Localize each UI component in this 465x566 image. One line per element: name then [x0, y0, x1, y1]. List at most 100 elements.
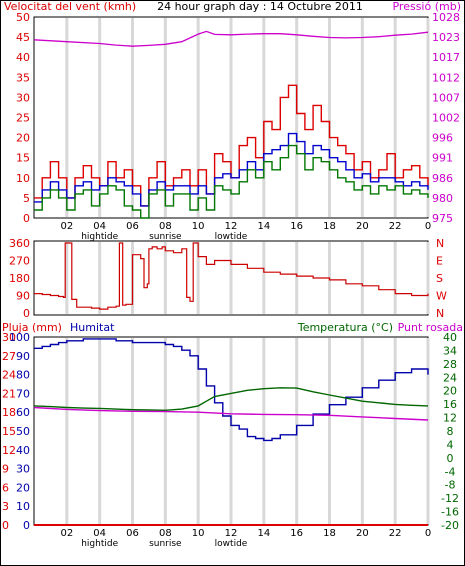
rain-tick-15: 15	[2, 425, 16, 438]
pressure-tick-991: 991	[432, 152, 453, 165]
temp-tick--12: -12	[441, 492, 459, 505]
wind-axis-event-hightide: hightide	[81, 232, 118, 242]
wind-axis-event-sunrise: sunrise	[149, 232, 182, 242]
temp-axis-event-hightide: hightide	[81, 539, 118, 549]
pressure-tick-1028: 1028	[432, 11, 460, 24]
direction-line	[34, 242, 429, 310]
wind-pressure-panel: 0510152025303540455097598098699199610021…	[16, 11, 460, 242]
humidity-tick-50: 50	[16, 425, 30, 438]
humidity-tick-100: 100	[9, 331, 30, 344]
humidity-line	[34, 338, 429, 442]
dir-tick-270: 270	[9, 255, 30, 268]
humidity-tick-90: 90	[16, 350, 30, 363]
temp-tick-34: 34	[443, 344, 457, 357]
temp-axis-tick-0: 0	[425, 528, 431, 539]
temperature-line	[33, 387, 429, 412]
wind-axis-tick-18: 18	[323, 221, 336, 232]
humidity-tick-0: 0	[23, 519, 30, 532]
temp-tick--16: -16	[441, 506, 459, 519]
temp-axis-tick-20: 20	[356, 528, 369, 539]
pressure-tick-1023: 1023	[432, 31, 460, 44]
wind-tick-0: 0	[23, 212, 30, 225]
temp-tick-24: 24	[443, 371, 457, 384]
wind-tick-40: 40	[16, 51, 30, 64]
humidity-title: Humitat	[70, 321, 115, 334]
pressure-line	[33, 30, 429, 47]
humidity-tick-20: 20	[16, 481, 30, 494]
temperature-title: Temperatura (°C)	[297, 321, 393, 334]
rain-tick-21: 21	[2, 387, 16, 400]
pressure-tick-1002: 1002	[432, 112, 460, 125]
pressure-tick-1007: 1007	[432, 91, 460, 104]
dir-tick-90: 90	[16, 290, 30, 303]
temp-tick-16: 16	[443, 398, 457, 411]
temp-axis-tick-14: 14	[257, 528, 270, 539]
wind-axis-tick-12: 12	[225, 221, 238, 232]
temp-axis-tick-18: 18	[323, 528, 336, 539]
wind_min-line	[34, 144, 429, 219]
wind-axis-tick-02: 02	[60, 221, 73, 232]
wind-axis-tick-04: 04	[93, 221, 106, 232]
graph-title: 24 hour graph day : 14 Octubre 2011	[157, 0, 363, 13]
dir-tick-0: 0	[23, 307, 30, 320]
pressure-title: Pressió (mb)	[392, 0, 461, 13]
pressure-tick-980: 980	[432, 192, 453, 205]
dir-tick-360: 360	[9, 237, 30, 250]
temp-tick-8: 8	[447, 425, 454, 438]
rain-tick-0: 0	[2, 519, 9, 532]
temp-tick-20: 20	[443, 385, 457, 398]
temp-axis-tick-08: 08	[159, 528, 172, 539]
humidity-tick-60: 60	[16, 406, 30, 419]
compass-label-4: N	[436, 237, 444, 250]
wind-tick-10: 10	[16, 172, 30, 185]
dew-point-title: Punt rosada	[398, 321, 463, 334]
rain-humidity-temperature-panel: 0369121518212427300102030405060708090100…	[2, 331, 459, 549]
pressure-tick-986: 986	[432, 172, 453, 185]
wind-axis-tick-20: 20	[356, 221, 369, 232]
wind-tick-35: 35	[16, 71, 30, 84]
rain-tick-30: 30	[2, 331, 16, 344]
temp-axis-tick-06: 06	[126, 528, 139, 539]
pressure-tick-975: 975	[432, 212, 453, 225]
wind-tick-5: 5	[23, 192, 30, 205]
wind-axis-tick-06: 06	[126, 221, 139, 232]
dir-tick-180: 180	[9, 272, 30, 285]
wind-title: Velocitat del vent (kmh)	[4, 0, 136, 13]
temp-tick-4: 4	[447, 438, 454, 451]
temp-axis-tick-04: 04	[93, 528, 106, 539]
temp-tick--20: -20	[441, 519, 459, 532]
wind-axis-tick-22: 22	[389, 221, 402, 232]
pressure-tick-996: 996	[432, 132, 453, 145]
wind-tick-30: 30	[16, 91, 30, 104]
temp-axis-event-sunrise: sunrise	[149, 539, 182, 549]
wind-axis-tick-08: 08	[159, 221, 172, 232]
wind-axis-tick-14: 14	[257, 221, 270, 232]
rain-tick-9: 9	[2, 463, 9, 476]
humidity-tick-80: 80	[16, 369, 30, 382]
humidity-tick-40: 40	[16, 444, 30, 457]
pressure-tick-1012: 1012	[432, 71, 460, 84]
wind-axis-tick-10: 10	[192, 221, 205, 232]
wind-tick-25: 25	[16, 112, 30, 125]
dew_point-line	[33, 406, 429, 421]
wind-axis-event-lowtide: lowtide	[215, 232, 248, 242]
compass-label-2: S	[436, 272, 443, 285]
wind-tick-20: 20	[16, 132, 30, 145]
temp-tick-40: 40	[443, 331, 457, 344]
rain-tick-12: 12	[2, 444, 16, 457]
temp-axis-tick-16: 16	[290, 528, 303, 539]
compass-label-0: N	[436, 307, 444, 320]
rain-title: Pluja (mm)	[2, 321, 62, 334]
rain-tick-24: 24	[2, 369, 16, 382]
temp-tick-12: 12	[443, 412, 457, 425]
rain-tick-3: 3	[2, 500, 9, 513]
wind-tick-50: 50	[16, 11, 30, 24]
temp-axis-tick-12: 12	[225, 528, 238, 539]
wind-tick-15: 15	[16, 152, 30, 165]
temp-tick-0: 0	[447, 452, 454, 465]
temp-axis-tick-02: 02	[60, 528, 73, 539]
wind-tick-45: 45	[16, 31, 30, 44]
compass-label-3: E	[436, 255, 443, 268]
